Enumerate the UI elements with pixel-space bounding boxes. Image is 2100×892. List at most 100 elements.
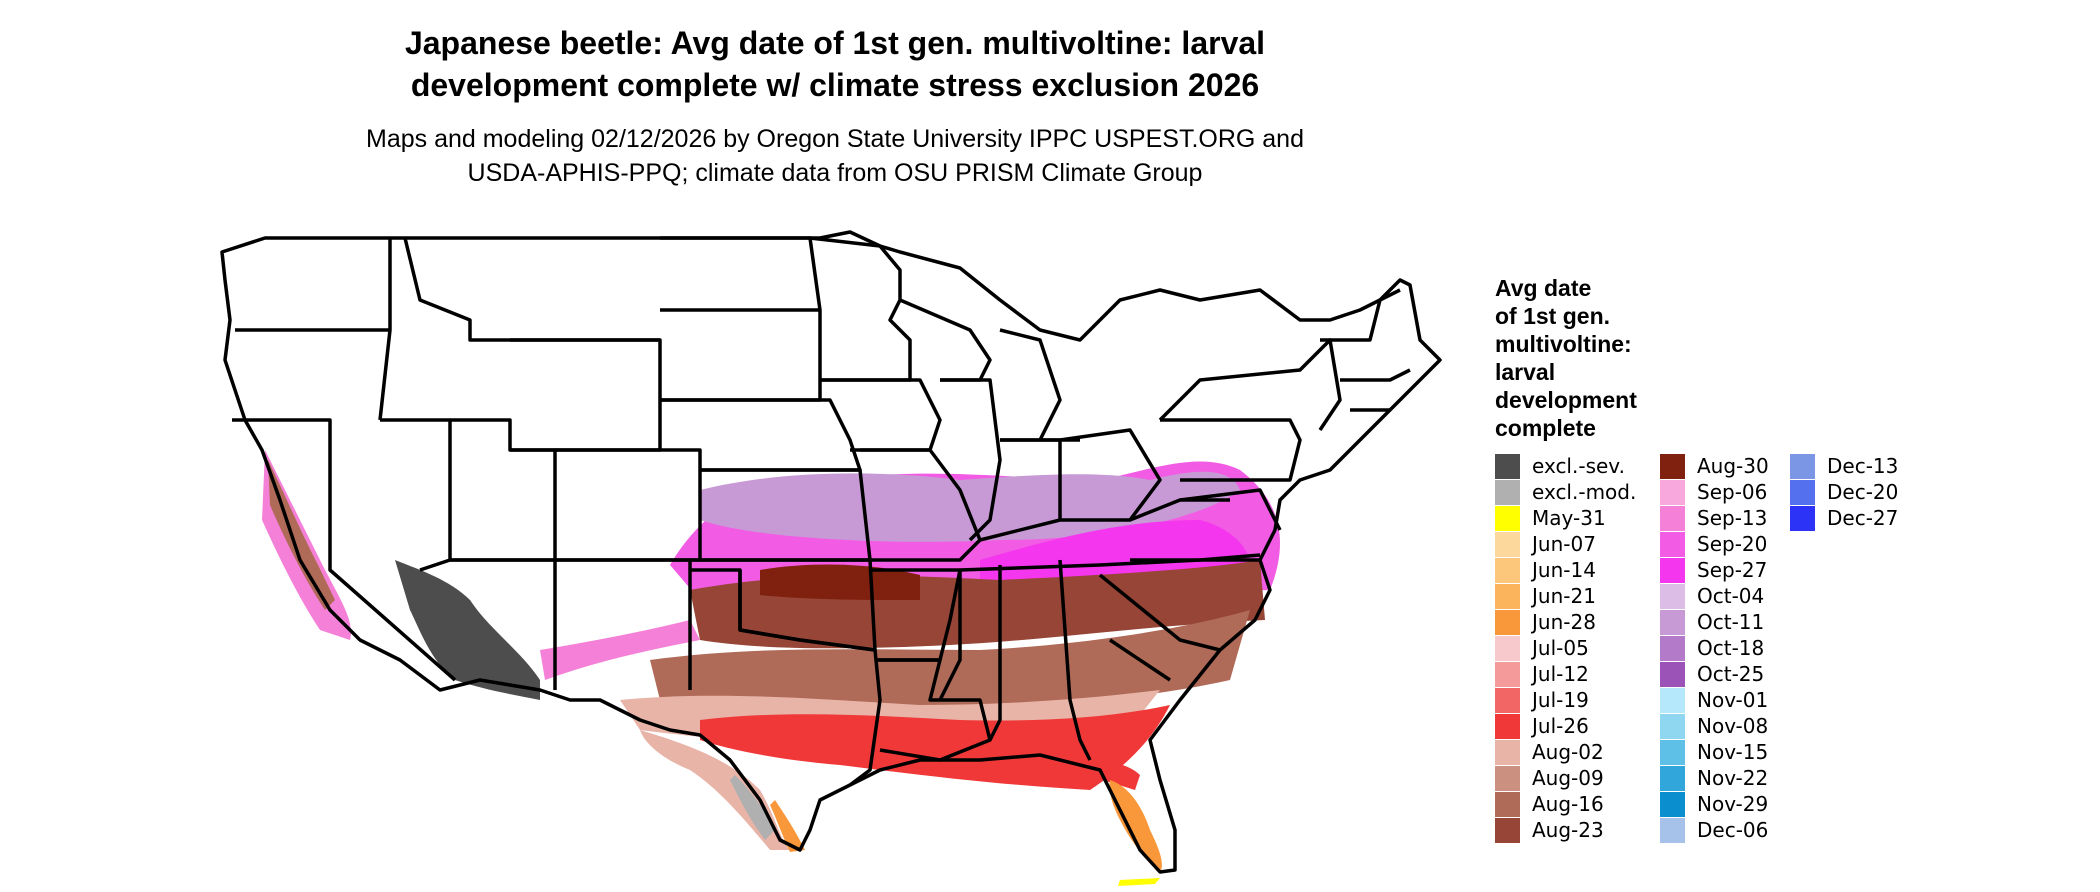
wisconsin-line <box>899 298 992 382</box>
texas-line <box>690 568 882 787</box>
dakotas-line <box>660 236 822 402</box>
legend-label: Oct-04 <box>1697 584 1765 608</box>
legend-label: Nov-08 <box>1697 714 1769 738</box>
new-england-line <box>1320 288 1411 412</box>
zone-jul-26-red <box>700 705 1170 790</box>
state-boundaries <box>220 230 1442 874</box>
legend-item: Dec-20 <box>1790 479 1898 505</box>
legend-swatch <box>1495 583 1520 609</box>
zone-florida-keys-yellow <box>1118 878 1160 886</box>
missouri-line <box>860 448 982 562</box>
legend-swatch <box>1495 817 1520 843</box>
legend-item: Nov-15 <box>1660 739 1768 765</box>
legend-item: Nov-22 <box>1660 765 1768 791</box>
legend-swatch <box>1495 739 1520 765</box>
legend-swatch <box>1495 765 1520 791</box>
legend-swatch <box>1495 635 1520 661</box>
zone-aug-30-dark <box>760 564 920 600</box>
legend-item: Sep-06 <box>1660 479 1767 505</box>
legend-swatch <box>1660 713 1685 739</box>
legend-swatch <box>1660 817 1685 843</box>
legend-swatch <box>1495 557 1520 583</box>
legend-item: Jul-12 <box>1495 661 1589 687</box>
montana-line <box>403 237 660 342</box>
legend-label: Jun-07 <box>1532 532 1596 556</box>
legend-swatch <box>1660 661 1685 687</box>
legend-label: Jun-28 <box>1532 610 1596 634</box>
legend-swatch <box>1660 765 1685 791</box>
legend-label: Aug-02 <box>1532 740 1604 764</box>
legend-item: Jun-14 <box>1495 557 1596 583</box>
legend-swatch <box>1495 531 1520 557</box>
nebraska-line <box>660 398 862 472</box>
legend-item: Oct-25 <box>1660 661 1764 687</box>
legend-swatch <box>1495 687 1520 713</box>
nevada-line <box>380 418 452 572</box>
legend-swatch <box>1790 505 1815 531</box>
va-nc-line <box>1130 488 1282 562</box>
title-line-1: Japanese beetle: Avg date of 1st gen. mu… <box>404 25 1266 61</box>
legend-item: Aug-23 <box>1495 817 1604 843</box>
legend-item: Aug-30 <box>1660 453 1769 479</box>
legend-item: Sep-13 <box>1660 505 1767 531</box>
legend-label: Jul-19 <box>1532 688 1589 712</box>
legend-item: Jul-19 <box>1495 687 1589 713</box>
legend-title: Avg date of 1st gen. multivoltine: larva… <box>1495 275 1637 441</box>
legend-item: Aug-16 <box>1495 791 1604 817</box>
legend-item: excl.-sev. <box>1495 453 1625 479</box>
zone-florida-orange <box>1109 780 1162 872</box>
legend-label: Nov-29 <box>1697 792 1769 816</box>
legend-label: Jul-05 <box>1532 636 1589 660</box>
legend-swatch <box>1660 739 1685 765</box>
legend-label: excl.-sev. <box>1532 454 1625 478</box>
zone-aug-16 <box>650 610 1250 707</box>
legend-item: Sep-20 <box>1660 531 1767 557</box>
title-line-2: development complete w/ climate stress e… <box>410 67 1260 103</box>
legend-label: Jun-21 <box>1532 584 1596 608</box>
legend-swatch <box>1495 713 1520 739</box>
legend-swatch <box>1495 453 1520 479</box>
legend-label: Aug-30 <box>1697 454 1769 478</box>
legend-label: Sep-13 <box>1697 506 1768 530</box>
legend-item: May-31 <box>1495 505 1606 531</box>
zone-texas-jun <box>770 800 805 852</box>
legend-label: Nov-15 <box>1697 740 1769 764</box>
legend-item: Jun-07 <box>1495 531 1596 557</box>
legend-swatch <box>1495 661 1520 687</box>
legend-item: excl.-mod. <box>1495 479 1636 505</box>
legend-label: Nov-01 <box>1697 688 1769 712</box>
legend-item: Sep-27 <box>1660 557 1767 583</box>
legend-item: Aug-09 <box>1495 765 1604 791</box>
south-states-line <box>938 559 1221 761</box>
legend-item: Oct-18 <box>1660 635 1764 661</box>
or-ca-line <box>232 418 457 682</box>
illinois-line <box>940 378 1002 542</box>
legend-swatch <box>1495 791 1520 817</box>
legend-item: Jun-21 <box>1495 583 1596 609</box>
zone-west-coast-brown <box>268 460 335 610</box>
legend-item: Dec-06 <box>1660 817 1768 843</box>
legend-swatch <box>1660 557 1685 583</box>
zone-desert-pink-edge <box>540 620 700 680</box>
legend-label: Aug-16 <box>1532 792 1604 816</box>
legend-label: Dec-06 <box>1697 818 1769 842</box>
legend-item: Nov-08 <box>1660 713 1768 739</box>
legend-swatch <box>1495 609 1520 635</box>
legend-label: Aug-23 <box>1532 818 1604 842</box>
zone-texas-excl-moderate <box>730 775 775 840</box>
legend-item: Oct-11 <box>1660 609 1764 635</box>
legend-label: Dec-20 <box>1827 480 1899 504</box>
legend-swatch <box>1495 479 1520 505</box>
utah-line <box>450 418 557 562</box>
zone-oct-purple <box>700 471 1240 542</box>
legend-label: Oct-25 <box>1697 662 1765 686</box>
legend-item: Nov-01 <box>1660 687 1768 713</box>
legend-item: Oct-04 <box>1660 583 1764 609</box>
legend-item: Jul-26 <box>1495 713 1589 739</box>
legend-item: Aug-02 <box>1495 739 1604 765</box>
legend-label: Sep-06 <box>1697 480 1768 504</box>
us-outline <box>220 230 1442 874</box>
legend-swatch <box>1660 635 1685 661</box>
subtitle-line-1: Maps and modeling 02/12/2026 by Oregon S… <box>366 125 1304 153</box>
legend-label: excl.-mod. <box>1532 480 1637 504</box>
